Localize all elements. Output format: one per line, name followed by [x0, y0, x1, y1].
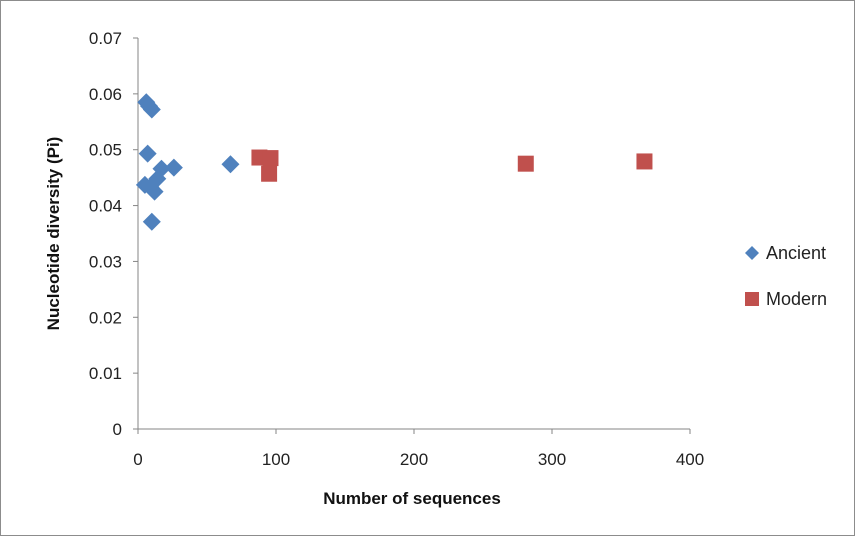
ancient-point	[145, 182, 164, 201]
legend-label: Modern	[766, 289, 827, 309]
ancient-point	[142, 212, 161, 231]
legend-marker	[745, 246, 759, 260]
modern-point	[636, 153, 653, 170]
y-tick-label: 0.01	[89, 364, 122, 383]
axes	[133, 37, 691, 434]
ancient-point	[164, 158, 183, 177]
y-tick-label: 0.03	[89, 252, 122, 271]
ancient-point	[138, 144, 157, 163]
legend-entry-modern: Modern	[745, 289, 827, 309]
x-tick-label: 200	[400, 450, 428, 469]
tick-labels: 0 0.01 0.02 0.03 0.04 0.05 0.06 0.07 0 100 200 300 4…	[89, 29, 704, 469]
legend: Ancient Modern	[745, 243, 827, 309]
legend-label: Ancient	[766, 243, 826, 263]
legend-marker	[745, 292, 759, 306]
legend-entry-ancient: Ancient	[745, 243, 826, 263]
x-tick-label: 0	[133, 450, 142, 469]
ancient-point	[152, 159, 171, 178]
y-tick-label: 0	[113, 420, 122, 439]
modern-point	[261, 165, 278, 182]
y-tick-label: 0.07	[89, 29, 122, 48]
x-tick-label: 300	[538, 450, 566, 469]
ancient-point	[142, 100, 161, 119]
modern-point	[262, 150, 279, 167]
data-points	[135, 93, 653, 231]
y-tick-label: 0.05	[89, 141, 122, 160]
x-tick-label: 100	[262, 450, 290, 469]
y-axis-title: Nucleotide diversity (Pi)	[44, 137, 63, 331]
y-tick-label: 0.06	[89, 85, 122, 104]
y-tick-label: 0.02	[89, 308, 122, 327]
x-axis-title: Number of sequences	[323, 489, 501, 508]
x-tick-label: 400	[676, 450, 704, 469]
y-tick-label: 0.04	[89, 197, 122, 216]
ancient-point	[221, 155, 240, 174]
modern-point	[517, 155, 534, 172]
